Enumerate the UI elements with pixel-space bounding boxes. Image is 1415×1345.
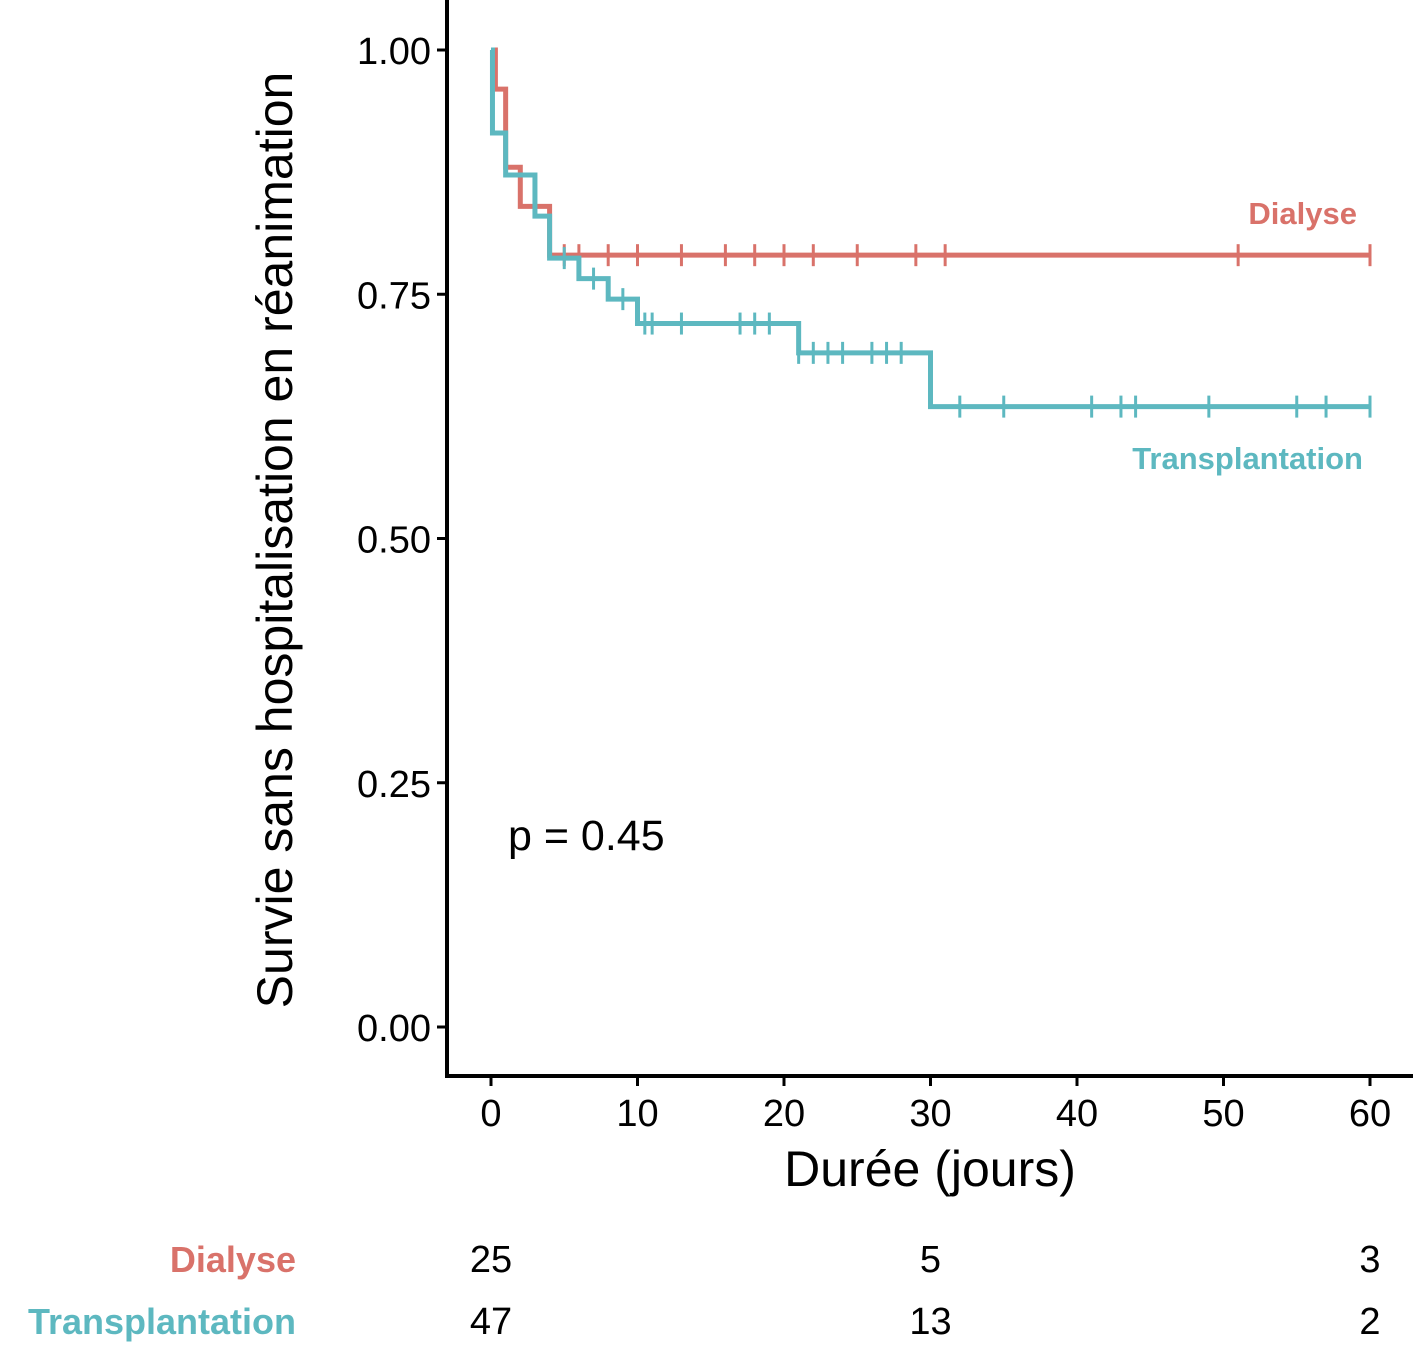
y-tick-label: 1.00 (357, 31, 431, 73)
y-tick-label: 0.25 (357, 764, 431, 806)
risk-count: 3 (1359, 1239, 1380, 1281)
x-tick-label: 30 (909, 1093, 951, 1135)
risk-count: 47 (470, 1301, 512, 1343)
x-tick-label: 50 (1202, 1093, 1244, 1135)
risk-table: Dialyse 25 5 3 Transplantation 47 13 2 (28, 1239, 1381, 1343)
x-ticks: 0 10 20 30 40 50 60 (480, 1076, 1391, 1135)
y-tick-label: 0.75 (357, 275, 431, 317)
risk-count: 25 (470, 1239, 512, 1281)
x-tick-label: 40 (1056, 1093, 1098, 1135)
p-value-annotation: p = 0.45 (508, 812, 665, 860)
survival-curves (489, 47, 1372, 418)
curve-transplantation (489, 47, 1370, 410)
series-label-transplantation: Transplantation (1132, 441, 1363, 476)
risk-count: 2 (1359, 1301, 1380, 1343)
risk-count: 5 (920, 1239, 941, 1281)
curve-dialyse (491, 47, 1370, 258)
risk-row-label: Dialyse (170, 1239, 296, 1280)
series-label-dialyse: Dialyse (1248, 196, 1357, 231)
plot-area: 0.00 0.25 0.50 0.75 1.00 0 10 20 30 40 50 60 Dialy… (357, 0, 1413, 1135)
x-tick-label: 0 (480, 1093, 501, 1135)
x-tick-label: 20 (763, 1093, 805, 1135)
y-tick-label: 0.00 (357, 1008, 431, 1050)
risk-row-label: Transplantation (28, 1301, 296, 1342)
y-tick-label: 0.50 (357, 520, 431, 562)
y-axis-title: Survie sans hospitalisation en réanimati… (247, 72, 303, 1009)
risk-count: 13 (909, 1301, 951, 1343)
y-ticks: 0.00 0.25 0.50 0.75 1.00 (357, 31, 447, 1050)
x-tick-label: 60 (1349, 1093, 1391, 1135)
x-axis-title: Durée (jours) (784, 1141, 1076, 1197)
x-tick-label: 10 (616, 1093, 658, 1135)
